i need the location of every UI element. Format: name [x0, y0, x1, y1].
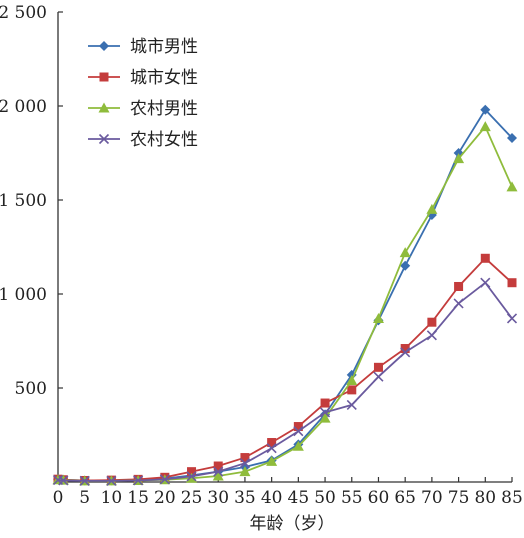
x-tick-label: 60	[368, 488, 390, 508]
x-tick-label: 20	[154, 488, 176, 508]
x-tick-label: 80	[474, 488, 496, 508]
series-line	[57, 124, 513, 482]
legend-marker	[98, 102, 110, 113]
x-tick-label: 0	[53, 488, 64, 508]
data-point	[506, 181, 518, 192]
x-tick-label: 40	[261, 488, 283, 508]
legend-label: 农村男性	[130, 99, 198, 119]
data-point	[346, 369, 357, 380]
x-tick-label: 35	[234, 488, 256, 508]
x-tick-label: 10	[101, 488, 123, 508]
tick-labels: 500 1 000 1 500 2 000 2 500 0 5 10 15 20 25 30 35 40 4…	[0, 3, 523, 508]
x-tick-label: 25	[181, 488, 203, 508]
data-point	[266, 443, 277, 454]
legend-label: 农村女性	[130, 130, 198, 150]
x-tick-label: 75	[448, 488, 470, 508]
x-tick-label: 55	[341, 488, 363, 508]
data-point	[347, 385, 357, 395]
legend-item: 农村女性	[88, 130, 198, 150]
data-point	[212, 470, 224, 481]
data-point	[240, 453, 250, 463]
axes	[57, 11, 513, 483]
data-point	[506, 313, 518, 324]
series-1	[53, 104, 517, 486]
data-point	[292, 440, 304, 451]
x-tick-label: 85	[501, 488, 523, 508]
data-point	[400, 347, 411, 358]
data-point	[133, 475, 144, 486]
series-line	[57, 108, 513, 482]
data-point	[400, 260, 411, 271]
legend-label: 城市男性	[130, 37, 198, 57]
data-point	[346, 374, 358, 385]
data-point	[453, 298, 464, 309]
legend-item: 城市女性	[88, 68, 198, 88]
data-point	[480, 253, 490, 263]
x-tick-label: 45	[288, 488, 310, 508]
legend-marker	[99, 41, 109, 51]
data-point	[507, 278, 517, 288]
series-line	[57, 257, 513, 482]
x-tick-label: 70	[421, 488, 443, 508]
data-point	[239, 466, 251, 477]
x-tick-label: 50	[314, 488, 336, 508]
data-point	[58, 475, 69, 486]
data-point	[239, 458, 251, 469]
data-point	[507, 132, 517, 143]
data-point	[187, 467, 197, 477]
series-line	[57, 281, 513, 482]
data-point	[159, 474, 170, 485]
data-point	[213, 461, 223, 471]
data-point	[480, 104, 491, 115]
y-tick-label: 1 000	[0, 285, 47, 305]
y-tick-label: 2 000	[0, 97, 47, 117]
x-tick-label: 15	[127, 488, 149, 508]
data-point	[427, 317, 437, 327]
data-point	[373, 362, 383, 372]
data-point	[186, 471, 197, 482]
legend-marker	[98, 133, 110, 145]
x-tick-label: 30	[207, 488, 229, 508]
data-point	[293, 426, 304, 437]
data-point	[373, 371, 384, 382]
data-point	[426, 203, 438, 214]
y-tick-label: 2 500	[0, 3, 47, 23]
legend-label: 城市女性	[130, 68, 198, 88]
data-point	[79, 475, 90, 486]
data-point	[372, 312, 384, 323]
data-point	[346, 399, 357, 410]
y-tick-label: 1 500	[0, 191, 47, 211]
data-point	[479, 121, 491, 132]
data-point	[319, 407, 331, 418]
data-point	[320, 398, 330, 408]
legend-marker	[99, 72, 109, 82]
legend-item: 农村男性	[88, 99, 198, 119]
data-point	[106, 475, 117, 486]
legend-item: 城市男性	[88, 37, 198, 57]
series-group	[52, 104, 518, 486]
x-tick-label: 5	[79, 488, 90, 508]
x-tick-label: 65	[394, 488, 416, 508]
series-2	[53, 253, 517, 485]
x-axis-title: 年龄（岁）	[250, 514, 335, 534]
data-point	[426, 330, 437, 341]
data-point	[319, 412, 331, 423]
data-point	[399, 247, 411, 258]
data-point	[400, 344, 410, 354]
y-tick-label: 500	[15, 379, 47, 399]
data-point	[454, 281, 464, 291]
data-point	[293, 422, 303, 432]
data-point	[266, 455, 278, 466]
data-point	[213, 466, 224, 477]
series-3	[52, 121, 518, 486]
data-point	[267, 438, 277, 448]
data-point	[480, 277, 491, 288]
data-point	[453, 153, 465, 164]
series-4	[52, 277, 518, 486]
